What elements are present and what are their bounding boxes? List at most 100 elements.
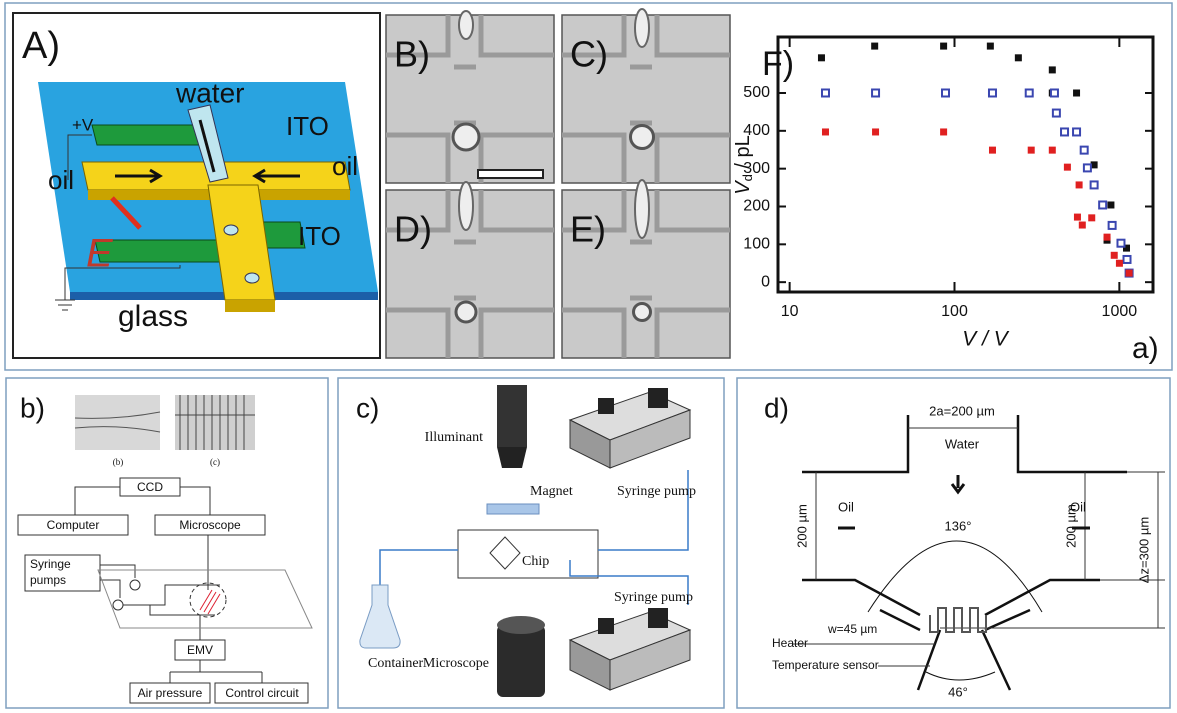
point [989, 89, 996, 96]
scale-bar [478, 170, 543, 178]
label: Oil [838, 499, 854, 514]
y-tick-label: 300 [743, 160, 770, 177]
point [1049, 66, 1056, 73]
point [940, 128, 947, 135]
point [1091, 181, 1098, 188]
photo [175, 395, 255, 450]
caption: (c) [210, 457, 220, 467]
panel-label: d) [764, 392, 789, 423]
label: Syringe pump [617, 484, 696, 499]
point [940, 43, 947, 50]
point [1076, 181, 1083, 188]
point [1079, 222, 1086, 229]
label: glass [118, 300, 188, 333]
label: Syringe pump [614, 590, 693, 605]
droplet [245, 273, 259, 283]
label: 46° [948, 684, 968, 699]
x-axis-label: V / V [962, 328, 1010, 351]
point [987, 43, 994, 50]
point [1051, 89, 1058, 96]
point [1073, 89, 1080, 96]
chip-plane [98, 570, 312, 628]
point [1061, 128, 1068, 135]
point [872, 128, 879, 135]
label: Chip [522, 554, 549, 569]
point [1081, 147, 1088, 154]
label: ITO [298, 221, 341, 251]
point [1084, 164, 1091, 171]
point [1073, 128, 1080, 135]
syringe-pump [570, 388, 690, 468]
label: Container [368, 656, 424, 671]
label: 2a=200 µm [929, 403, 995, 418]
label: oil [332, 151, 358, 181]
point [872, 89, 879, 96]
point [822, 128, 829, 135]
figure: A) water ITO +V oil oil E ITO glass B)C)… [0, 0, 1177, 713]
point [1124, 256, 1131, 263]
point [1117, 240, 1124, 247]
point [1028, 147, 1035, 154]
x-tick-label: 10 [781, 303, 799, 320]
label: oil [48, 165, 74, 195]
y-tick-label: 100 [743, 236, 770, 253]
micrograph-droplet [453, 124, 479, 150]
label: Syringe [30, 557, 71, 571]
y-tick-label: 500 [743, 84, 770, 101]
label: 200 µm [794, 504, 809, 548]
label: w=45 µm [827, 622, 877, 636]
panel-label: c) [356, 392, 379, 423]
point [871, 43, 878, 50]
label: pumps [30, 573, 66, 587]
point [1053, 110, 1060, 117]
label: 200 µm [1063, 504, 1078, 548]
micrograph-nozzle [459, 182, 473, 230]
microscope-lens [497, 616, 545, 634]
x-tick-label: 100 [941, 303, 968, 320]
point [1015, 54, 1022, 61]
micrograph-label: E) [570, 209, 606, 250]
label: ITO [286, 111, 329, 141]
label: Temperature sensor [772, 658, 879, 672]
label: 136° [945, 518, 972, 533]
label: Microscope [423, 656, 489, 671]
droplet [224, 225, 238, 235]
label: Δz=300 µm [1136, 517, 1151, 583]
label: Magnet [530, 484, 573, 499]
micrograph-nozzle [459, 11, 473, 39]
micrograph-droplet [634, 304, 651, 321]
drop-channel-side [225, 300, 275, 312]
y-tick-label: 200 [743, 198, 770, 215]
point [942, 89, 949, 96]
label: EMV [187, 643, 213, 657]
channel-walls [802, 415, 1127, 690]
point [1107, 201, 1114, 208]
heater [200, 590, 220, 614]
micrograph-droplet [631, 126, 654, 149]
label: +V [72, 115, 94, 134]
micrographs: B)C)D)E) [386, 9, 730, 358]
point [1088, 214, 1095, 221]
point [1074, 214, 1081, 221]
label: Control circuit [225, 686, 299, 700]
point [1049, 147, 1056, 154]
point [1104, 234, 1111, 241]
x-tick-label: 1000 [1102, 303, 1138, 320]
micrograph-nozzle [635, 9, 649, 47]
label: Air pressure [138, 686, 203, 700]
label: Computer [47, 518, 100, 532]
y-tick-label: 400 [743, 122, 770, 139]
panel-label: A) [22, 25, 60, 67]
dimension-lines [816, 428, 1165, 628]
label: Microscope [179, 518, 241, 532]
magnet [487, 504, 539, 514]
label: E [86, 232, 114, 276]
point [1026, 89, 1033, 96]
illuminant-lens [497, 447, 527, 468]
point [1116, 260, 1123, 267]
micrograph-label: C) [570, 34, 608, 75]
label: Water [945, 436, 980, 451]
micrograph-nozzle [635, 180, 649, 238]
point [1126, 270, 1133, 277]
point [818, 54, 825, 61]
